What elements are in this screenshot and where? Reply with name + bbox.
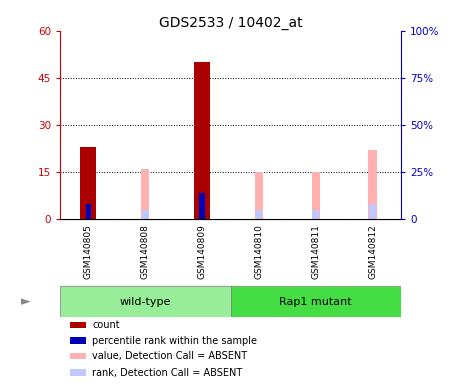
Text: value, Detection Call = ABSENT: value, Detection Call = ABSENT: [92, 351, 248, 361]
Text: ►: ►: [21, 295, 30, 308]
Text: Rap1 mutant: Rap1 mutant: [279, 297, 352, 307]
Bar: [70, 353, 86, 359]
Bar: [313, 210, 319, 219]
Bar: [141, 169, 149, 219]
Text: GSM140812: GSM140812: [368, 224, 377, 278]
Bar: [368, 150, 377, 219]
Text: GSM140811: GSM140811: [311, 224, 320, 279]
Text: GSM140810: GSM140810: [254, 224, 263, 279]
Text: GSM140809: GSM140809: [198, 224, 207, 279]
Text: GSM140805: GSM140805: [84, 224, 93, 279]
Bar: [254, 172, 263, 219]
Bar: [60, 286, 230, 318]
Bar: [80, 147, 96, 219]
Title: GDS2533 / 10402_at: GDS2533 / 10402_at: [159, 16, 302, 30]
Bar: [199, 193, 205, 219]
Text: count: count: [92, 320, 120, 330]
Bar: [142, 210, 148, 219]
Bar: [312, 172, 320, 219]
Bar: [194, 62, 210, 219]
Text: GSM140808: GSM140808: [141, 224, 150, 279]
Bar: [70, 322, 86, 328]
Bar: [86, 204, 91, 219]
Text: rank, Detection Call = ABSENT: rank, Detection Call = ABSENT: [92, 367, 242, 377]
Bar: [198, 172, 207, 219]
Bar: [230, 286, 401, 318]
Bar: [369, 204, 376, 219]
Bar: [255, 210, 262, 219]
Text: percentile rank within the sample: percentile rank within the sample: [92, 336, 257, 346]
Bar: [70, 369, 86, 376]
Text: wild-type: wild-type: [119, 297, 171, 307]
Bar: [70, 338, 86, 344]
